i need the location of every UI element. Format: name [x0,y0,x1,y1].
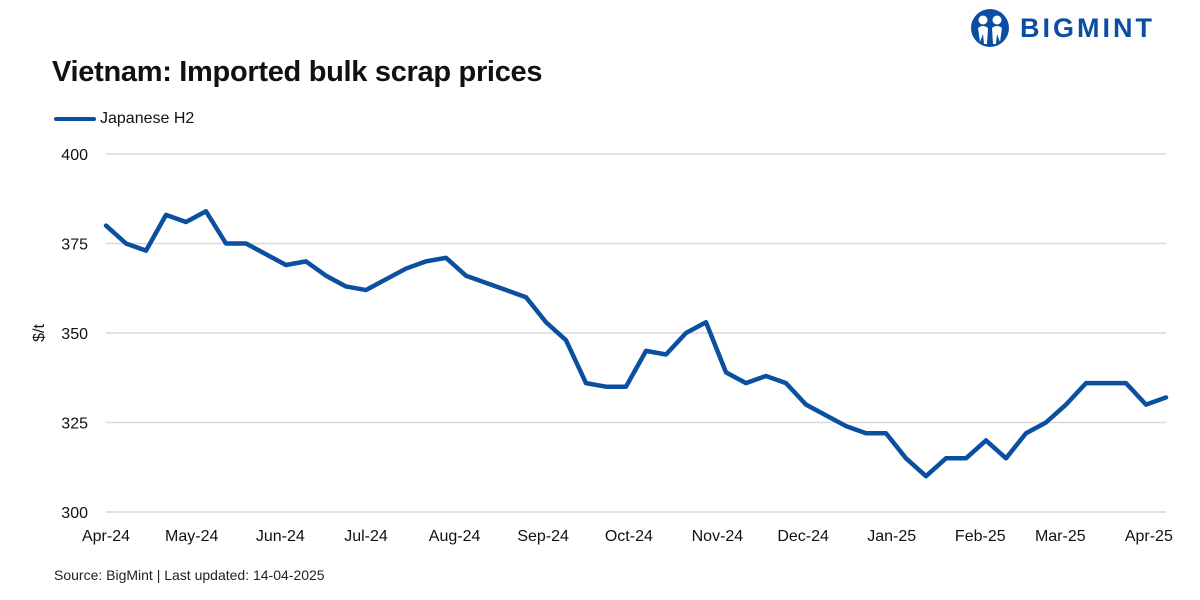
chart-title: Vietnam: Imported bulk scrap prices [52,56,543,88]
x-tick-label: Apr-25 [1125,528,1173,545]
y-tick-label: 375 [61,237,88,254]
y-tick-label: 300 [61,505,88,522]
x-tick-label: Jun-24 [256,528,305,545]
x-tick-label: Nov-24 [692,528,744,545]
x-tick-label: Jul-24 [344,528,388,545]
bigmint-logo: BIGMINT [970,8,1155,48]
source-note: Source: BigMint | Last updated: 14-04-20… [54,567,325,583]
legend-swatch [54,117,96,121]
x-tick-label: Feb-25 [955,528,1006,545]
x-tick-label: Sep-24 [517,528,569,545]
y-tick-label: 400 [61,147,88,164]
bigmint-logo-icon [971,9,1009,47]
x-tick-label: Dec-24 [777,528,829,545]
x-tick-label: Oct-24 [605,528,653,545]
logo-text: BIGMINT [1020,12,1155,43]
x-tick-label: Mar-25 [1035,528,1086,545]
x-tick-label: Jan-25 [867,528,916,545]
y-tick-label: 325 [61,416,88,433]
series-line-japanese-h2 [103,209,1169,479]
y-tick-label: 350 [61,326,88,343]
legend: Japanese H2 [54,110,194,128]
y-axis-label: $/t [31,324,48,342]
x-tick-label: May-24 [165,528,218,545]
legend-label: Japanese H2 [100,110,195,127]
x-tick-label: Aug-24 [429,528,481,545]
x-tick-label: Apr-24 [82,528,130,545]
